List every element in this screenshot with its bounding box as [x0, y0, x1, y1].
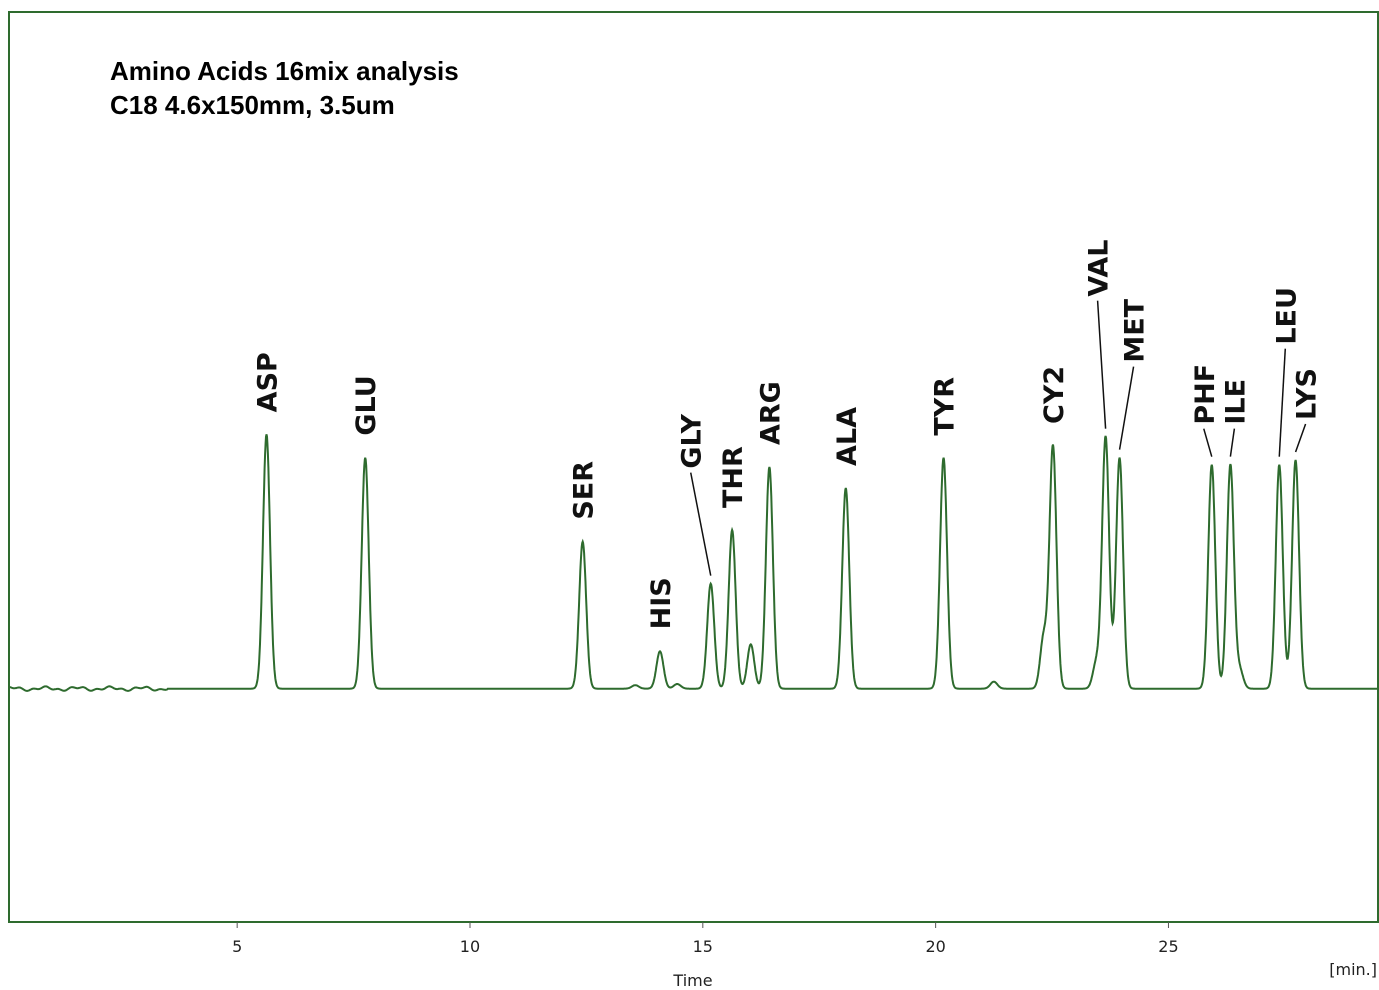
- x-tick-label: 20: [925, 937, 945, 956]
- peak-label-val: VAL: [1084, 239, 1115, 296]
- x-tick-label: 25: [1158, 937, 1178, 956]
- peak-label-asp: ASP: [253, 352, 284, 412]
- x-axis-unit: [min.]: [1329, 960, 1377, 979]
- peak-label-ala: ALA: [832, 407, 863, 466]
- x-axis-ticks: 5 10 15 20 25: [232, 922, 1179, 956]
- peak-leader-line: [1294, 423, 1307, 453]
- peak-label-leu: LEU: [1271, 287, 1302, 345]
- peak-leader-line: [1203, 428, 1213, 457]
- peak-leader-line: [1278, 348, 1287, 457]
- chart-title-line-2: C18 4.6x150mm, 3.5um: [110, 90, 395, 120]
- peak-label-thr: THR: [718, 446, 749, 508]
- peak-label-cy2: CY2: [1039, 366, 1070, 424]
- peak-label-his: HIS: [646, 577, 677, 629]
- peak-label-glu: GLU: [351, 375, 382, 435]
- x-tick-label: 10: [460, 937, 480, 956]
- peak-leader-line: [1118, 366, 1135, 450]
- x-tick-label: 15: [693, 937, 713, 956]
- peak-label-arg: ARG: [755, 381, 786, 445]
- peak-leader-line: [689, 472, 712, 576]
- peak-label-met: MET: [1120, 298, 1151, 362]
- peak-leader-lines: [689, 300, 1307, 576]
- plot-frame: [8, 11, 1379, 923]
- x-tick-label: 5: [232, 937, 242, 956]
- peak-label-tyr: TYR: [930, 377, 961, 436]
- peak-leader-line: [1096, 300, 1107, 429]
- chromatogram-trace: [8, 434, 1378, 692]
- chart-title-line-1: Amino Acids 16mix analysis: [110, 56, 459, 86]
- peak-leader-line: [1229, 428, 1236, 457]
- peak-label-ile: ILE: [1220, 379, 1251, 425]
- peak-label-gly: GLY: [677, 414, 708, 469]
- peak-label-lys: LYS: [1292, 368, 1323, 420]
- x-axis-label: Time: [672, 971, 712, 990]
- peak-label-phf: PHF: [1190, 364, 1221, 425]
- peak-label-ser: SER: [569, 461, 600, 520]
